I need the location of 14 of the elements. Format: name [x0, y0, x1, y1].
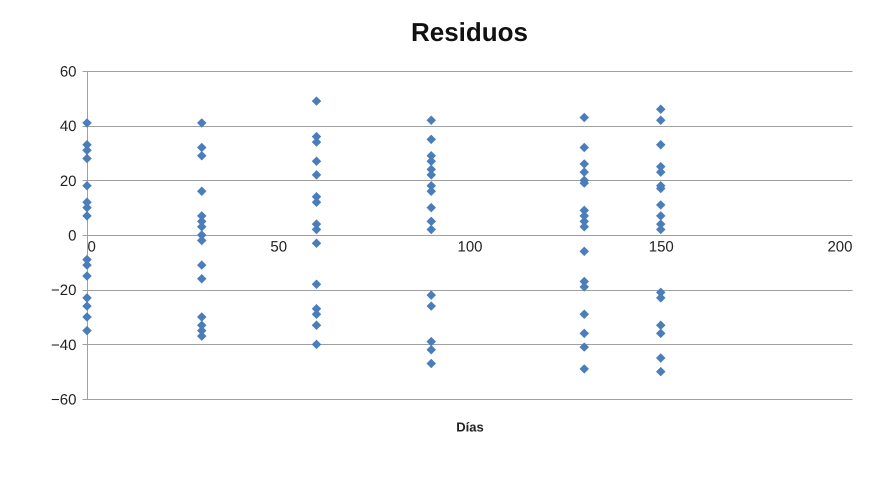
x-tick-label: 200 — [827, 238, 852, 256]
chart-title: Residuos — [410, 17, 528, 47]
y-tick-label: 0 — [68, 228, 76, 244]
x-tick-label: 150 — [648, 238, 674, 256]
y-tick-label: 20 — [60, 172, 76, 190]
y-tick-label: 60 — [60, 64, 76, 80]
x-tick-label: 100 — [457, 238, 483, 256]
y-tick-label: −20 — [51, 282, 76, 300]
y-tick-label: −60 — [51, 392, 76, 408]
x-tick-label: 50 — [270, 238, 288, 256]
y-tick-label: −40 — [51, 336, 76, 354]
y-tick-label: 40 — [60, 118, 76, 136]
x-axis-title: Días — [456, 420, 484, 434]
x-tick-label: 0 — [88, 238, 96, 256]
